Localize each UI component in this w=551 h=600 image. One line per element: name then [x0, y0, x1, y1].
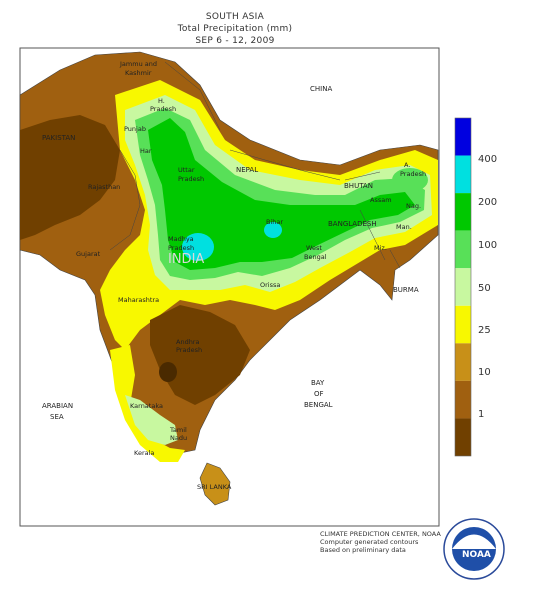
cyan-spot-bihar: [264, 222, 282, 238]
label-orissa: Orissa: [260, 281, 280, 289]
label-bhutan: BHUTAN: [344, 182, 373, 190]
credit-line-2: Computer generated contours: [320, 538, 419, 546]
label-bay-2: OF: [314, 390, 324, 398]
label-bihar: Bihar: [266, 218, 283, 226]
dark-spot-andhra: [159, 362, 177, 382]
legend-label-10: 10: [478, 367, 491, 378]
legend-frame: [454, 117, 472, 457]
label-bay-1: BAY: [311, 379, 325, 387]
legend-label-200: 200: [478, 197, 498, 208]
label-karnataka: Karnataka: [130, 402, 163, 410]
label-nepal: NEPAL: [236, 166, 258, 174]
label-maharashtra: Maharashtra: [118, 296, 159, 304]
label-india: INDIA: [168, 252, 204, 267]
map-date-range: SEP 6 - 12, 2009: [195, 36, 275, 46]
label-arp-2: Pradesh: [400, 170, 426, 178]
label-burma: BURMA: [393, 286, 419, 294]
label-arp-1: A.: [404, 161, 410, 169]
label-arabian-sea-1: ARABIAN: [42, 402, 73, 410]
label-mp-2: Pradesh: [168, 244, 194, 252]
legend-label-50: 50: [478, 283, 491, 294]
label-hp-2: Pradesh: [150, 105, 176, 113]
noaa-logo: NOAA: [443, 518, 505, 580]
label-miz: Miz.: [374, 244, 387, 252]
label-up-2: Pradesh: [178, 175, 204, 183]
label-tn-1: Tamil: [169, 426, 187, 434]
credit-line-3: Based on preliminary data: [320, 546, 406, 554]
border-lines: [109, 61, 401, 269]
deccan-dark-brown: [150, 305, 250, 405]
label-jk-2: Kashmir: [125, 69, 152, 77]
legend-swatch: [455, 118, 471, 156]
label-ap-2: Pradesh: [176, 346, 202, 354]
label-punjab: Punjab: [124, 125, 146, 133]
legend-swatch: [455, 305, 471, 344]
label-rajasthan: Rajasthan: [88, 183, 120, 191]
ne-green-patch: [392, 168, 428, 192]
noaa-logo-text: NOAA: [462, 550, 491, 560]
cyan-spot-madhya-pradesh: [182, 233, 214, 261]
map-subtitle: Total Precipitation (mm): [177, 24, 293, 34]
dark-brown-region-pakistan: [20, 115, 120, 240]
legend-swatch: [455, 343, 471, 381]
legend-label-25: 25: [478, 325, 491, 336]
label-jk-1: Jammu and: [119, 60, 157, 68]
legend-swatch: [455, 418, 471, 456]
label-bangladesh: BANGLADESH: [328, 220, 377, 228]
legend-label-1: 1: [478, 409, 485, 420]
legend-color-bar: [454, 117, 472, 457]
green-core: [148, 118, 415, 270]
label-up-1: Uttar: [178, 166, 195, 174]
label-har: Har: [140, 147, 152, 155]
label-nag: Nag.: [406, 202, 421, 210]
label-china: CHINA: [310, 85, 332, 93]
sri-lanka-land: [199, 462, 231, 506]
label-mp-1: Madhya: [168, 235, 194, 243]
label-gujarat: Gujarat: [76, 250, 101, 258]
credit-line-1: CLIMATE PREDICTION CENTER, NOAA: [320, 530, 441, 538]
legend-swatch: [455, 155, 471, 194]
label-ap-1: Andhra: [176, 338, 199, 346]
label-arabian-sea-2: SEA: [50, 413, 64, 421]
legend-label-100: 100: [478, 240, 498, 251]
label-bay-3: BENGAL: [304, 401, 333, 409]
legend-swatch: [455, 230, 471, 269]
label-kerala: Kerala: [134, 449, 154, 457]
label-tn-2: Nadu: [170, 434, 187, 442]
legend-swatch: [455, 380, 471, 419]
map-title: SOUTH ASIA: [205, 12, 265, 22]
legend-swatch: [455, 268, 471, 306]
label-pakistan: PAKISTAN: [42, 134, 75, 142]
south-green-patch: [125, 395, 178, 445]
south-yellow-band: [110, 345, 185, 462]
legend-label-400: 400: [478, 154, 498, 165]
label-wb-1: West: [306, 244, 322, 252]
legend-swatch: [455, 193, 471, 231]
label-sri-lanka: SRI LANKA: [197, 483, 232, 491]
label-man: Man.: [396, 223, 412, 231]
label-hp-1: H.: [158, 97, 165, 105]
label-assam: Assam: [370, 196, 392, 204]
label-wb-2: Bengal: [304, 253, 327, 261]
